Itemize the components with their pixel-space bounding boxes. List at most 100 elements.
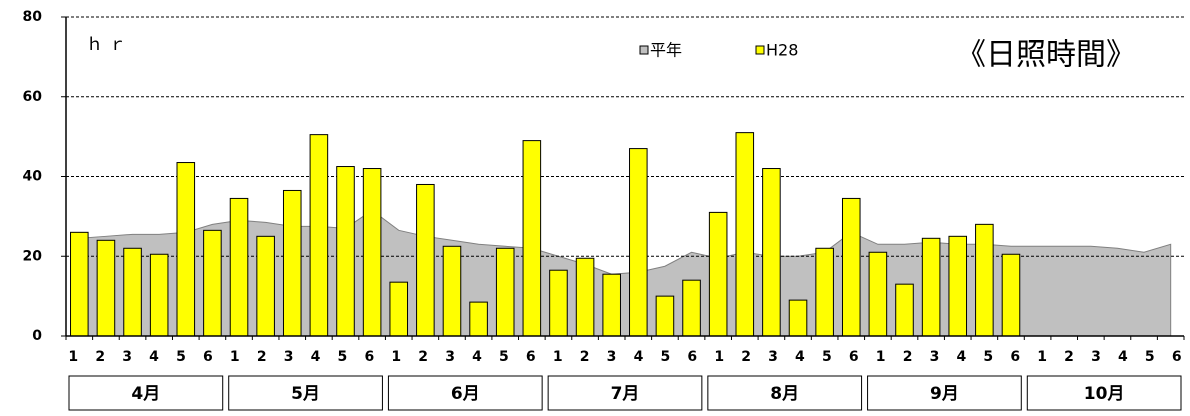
group-box	[867, 375, 1022, 411]
bar	[96, 239, 116, 337]
x-tick-label: 1	[876, 349, 886, 365]
bar	[70, 231, 89, 337]
bar	[469, 301, 488, 337]
chart-title: 《日照時間》	[956, 38, 1136, 73]
x-tick-label: 6	[203, 349, 213, 365]
legend-swatch	[639, 45, 649, 55]
x-tick-label: 4	[634, 349, 644, 365]
unit-label: ｈｒ	[86, 35, 132, 55]
group-label: 5月	[291, 384, 320, 404]
x-tick-label: 1	[391, 349, 401, 365]
bar	[948, 235, 968, 337]
group-label: 4月	[131, 384, 160, 404]
bar	[203, 229, 222, 337]
y-tick-label: 0	[32, 328, 42, 344]
x-tick-label: 6	[1010, 349, 1020, 365]
x-tick-label: 3	[768, 349, 778, 365]
bar	[655, 295, 675, 337]
y-tick-label: 20	[23, 248, 43, 264]
bar	[921, 237, 941, 337]
bar	[762, 168, 781, 337]
bar	[788, 299, 808, 337]
x-tick-label: 4	[311, 349, 321, 365]
bar	[975, 223, 994, 337]
group-label: 9月	[930, 384, 959, 404]
bar	[336, 166, 355, 337]
group-label: 7月	[611, 384, 640, 404]
x-tick-label: 5	[1145, 349, 1155, 365]
group-box	[387, 375, 543, 411]
group-label: 10月	[1084, 384, 1125, 404]
bar	[629, 148, 648, 337]
x-tick-label: 3	[1091, 349, 1101, 365]
x-tick-label: 4	[472, 349, 482, 365]
legend-swatch	[755, 45, 765, 55]
x-tick-label: 1	[714, 349, 724, 365]
y-tick-label: 40	[23, 169, 43, 185]
bar	[522, 140, 542, 337]
bar	[256, 235, 275, 337]
bar	[549, 269, 568, 337]
x-tick-label: 2	[580, 349, 590, 365]
y-tick-label: 60	[23, 89, 43, 105]
legend-label: 平年	[650, 41, 682, 60]
x-tick-label: 5	[338, 349, 348, 365]
x-tick-label: 3	[284, 349, 294, 365]
x-tick-label: 2	[903, 349, 913, 365]
x-tick-label: 4	[1118, 349, 1128, 365]
legend-label: H28	[766, 41, 798, 60]
bar	[841, 197, 861, 337]
x-tick-label: 5	[983, 349, 993, 365]
x-tick-label: 4	[149, 349, 159, 365]
bar	[282, 189, 302, 337]
bar	[309, 134, 329, 337]
x-tick-label: 5	[822, 349, 832, 365]
x-tick-label: 2	[741, 349, 751, 365]
bar	[708, 211, 728, 337]
group-box	[228, 375, 383, 411]
x-tick-label: 2	[418, 349, 428, 365]
x-tick-label: 4	[957, 349, 967, 365]
x-tick-label: 3	[445, 349, 455, 365]
x-tick-label: 1	[1037, 349, 1047, 365]
x-tick-label: 6	[1172, 349, 1182, 365]
x-tick-label: 5	[660, 349, 670, 365]
group-label: 6月	[451, 384, 480, 404]
bar	[682, 279, 701, 337]
x-tick-label: 1	[230, 349, 240, 365]
x-tick-label: 6	[687, 349, 697, 365]
bar	[735, 132, 755, 337]
x-tick-label: 2	[95, 349, 105, 365]
x-tick-label: 5	[499, 349, 509, 365]
bar	[149, 253, 169, 337]
group-label: 8月	[770, 384, 799, 404]
x-tick-label: 5	[176, 349, 186, 365]
y-tick-label: 80	[23, 9, 43, 25]
bar	[123, 247, 142, 337]
group-box	[1026, 375, 1182, 411]
bar	[815, 247, 834, 337]
group-box	[707, 375, 863, 411]
x-tick-label: 1	[553, 349, 563, 365]
bar	[416, 183, 435, 337]
group-box	[547, 375, 703, 411]
x-tick-label: 6	[364, 349, 374, 365]
x-tick-label: 3	[122, 349, 132, 365]
bar	[442, 245, 462, 337]
x-tick-label: 3	[930, 349, 940, 365]
group-box	[68, 375, 224, 411]
x-tick-label: 4	[795, 349, 805, 365]
bar	[602, 273, 621, 337]
bar	[895, 283, 914, 337]
x-tick-label: 6	[849, 349, 859, 365]
x-tick-label: 1	[68, 349, 78, 365]
x-tick-label: 2	[1064, 349, 1074, 365]
x-tick-label: 2	[257, 349, 267, 365]
bar	[868, 251, 888, 337]
bar	[1001, 253, 1021, 337]
bar	[575, 257, 595, 337]
bar	[389, 281, 409, 337]
bar	[229, 197, 249, 337]
bar	[495, 247, 515, 337]
